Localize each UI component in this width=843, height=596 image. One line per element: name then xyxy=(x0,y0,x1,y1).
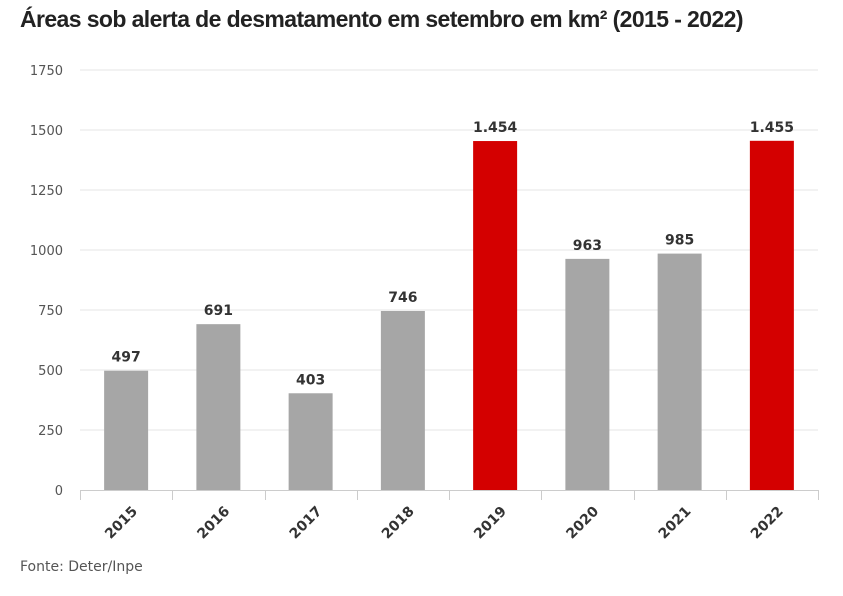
y-tick-label: 1250 xyxy=(30,184,63,199)
data-label-2020: 963 xyxy=(573,238,602,254)
x-tick-label-2017: 2017 xyxy=(287,504,326,543)
y-tick-label: 1750 xyxy=(30,64,63,79)
bar-2019 xyxy=(473,141,518,491)
data-label-2018: 746 xyxy=(388,290,417,306)
data-label-2022: 1.455 xyxy=(750,120,794,136)
bar-2020 xyxy=(565,258,610,490)
x-tick-label-2022: 2022 xyxy=(748,504,787,543)
bar-2022 xyxy=(749,140,794,491)
x-tick-label-2021: 2021 xyxy=(656,504,695,543)
y-tick-label: 1000 xyxy=(30,244,63,259)
data-label-2015: 497 xyxy=(112,350,141,366)
bar-2018 xyxy=(380,310,425,490)
data-label-2017: 403 xyxy=(296,372,325,388)
y-tick-label: 0 xyxy=(55,484,63,499)
data-label-2019: 1.454 xyxy=(473,120,518,136)
x-tick-label-2019: 2019 xyxy=(471,504,510,543)
y-tick-label: 1500 xyxy=(30,124,63,139)
y-tick-label: 750 xyxy=(38,304,63,319)
x-tick-label-2020: 2020 xyxy=(563,503,602,542)
y-tick-label: 250 xyxy=(38,424,63,439)
data-label-2021: 985 xyxy=(665,233,694,249)
x-tick-label-2016: 2016 xyxy=(194,504,233,543)
x-tick-label-2018: 2018 xyxy=(379,504,418,543)
y-tick-label: 500 xyxy=(38,364,63,379)
data-label-2016: 691 xyxy=(204,303,233,319)
source-note: Fonte: Deter/Inpe xyxy=(20,559,143,575)
bar-2015 xyxy=(104,370,149,490)
bar-2021 xyxy=(657,253,702,490)
x-tick-label-2015: 2015 xyxy=(102,504,141,543)
bar-2017 xyxy=(288,393,333,490)
chart-title: Áreas sob alerta de desmatamento em sete… xyxy=(20,6,743,32)
bar-2016 xyxy=(196,324,241,490)
